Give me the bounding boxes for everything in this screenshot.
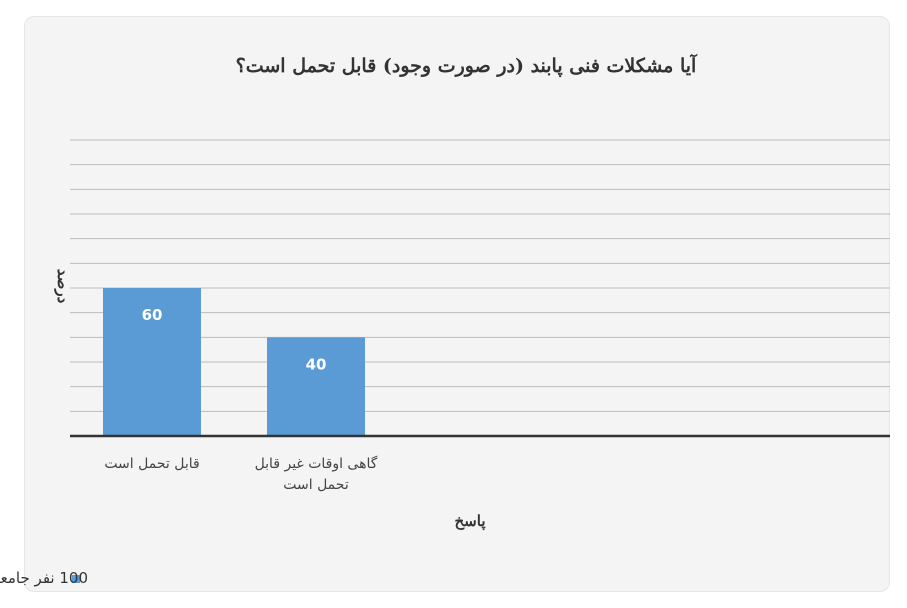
bar-1 (103, 288, 201, 436)
legend-swatch (72, 575, 80, 583)
chart-title: آیا مشکلات فنی پابند (در صورت وجود) قابل… (236, 53, 698, 77)
category-label-1: قابل تحمل است (104, 456, 199, 472)
data-label-2: 40 (306, 355, 327, 373)
x-axis-label: پاسخ (455, 512, 486, 531)
legend-label: 100 نفر جامعه آماری متشکل از 60 مددجو در… (0, 569, 88, 587)
category-label-2: گاهی اوقات غیر قابل (255, 455, 378, 472)
y-axis-label: درصد (54, 269, 72, 304)
category-label-2: تحمل است (283, 477, 349, 493)
data-labels: 60 40 (142, 306, 327, 373)
gridlines (70, 139, 890, 412)
data-label-1: 60 (142, 306, 163, 324)
bar-2 (267, 337, 365, 436)
category-labels: قابل تحمل است گاهی اوقات غیر قابل تحمل است (104, 455, 377, 493)
bars (103, 288, 365, 436)
legend: 100 نفر جامعه آماری متشکل از 60 مددجو در… (0, 569, 88, 587)
